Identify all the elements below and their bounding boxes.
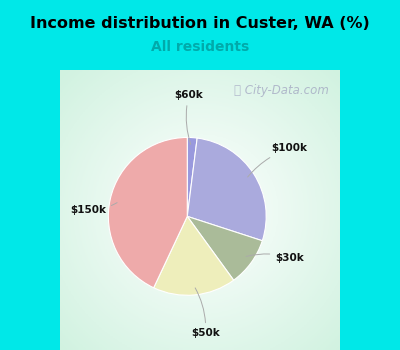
Text: $150k: $150k — [70, 203, 117, 215]
Text: ⓘ City-Data.com: ⓘ City-Data.com — [234, 84, 328, 97]
Wedge shape — [154, 216, 234, 295]
Text: Income distribution in Custer, WA (%): Income distribution in Custer, WA (%) — [30, 16, 370, 31]
Text: $50k: $50k — [191, 288, 220, 338]
Wedge shape — [108, 138, 187, 288]
Text: $30k: $30k — [246, 253, 304, 262]
Text: All residents: All residents — [151, 40, 249, 54]
Wedge shape — [187, 138, 266, 241]
Text: $100k: $100k — [248, 144, 308, 177]
Wedge shape — [187, 216, 262, 280]
Text: $60k: $60k — [174, 90, 203, 145]
Wedge shape — [187, 138, 197, 216]
